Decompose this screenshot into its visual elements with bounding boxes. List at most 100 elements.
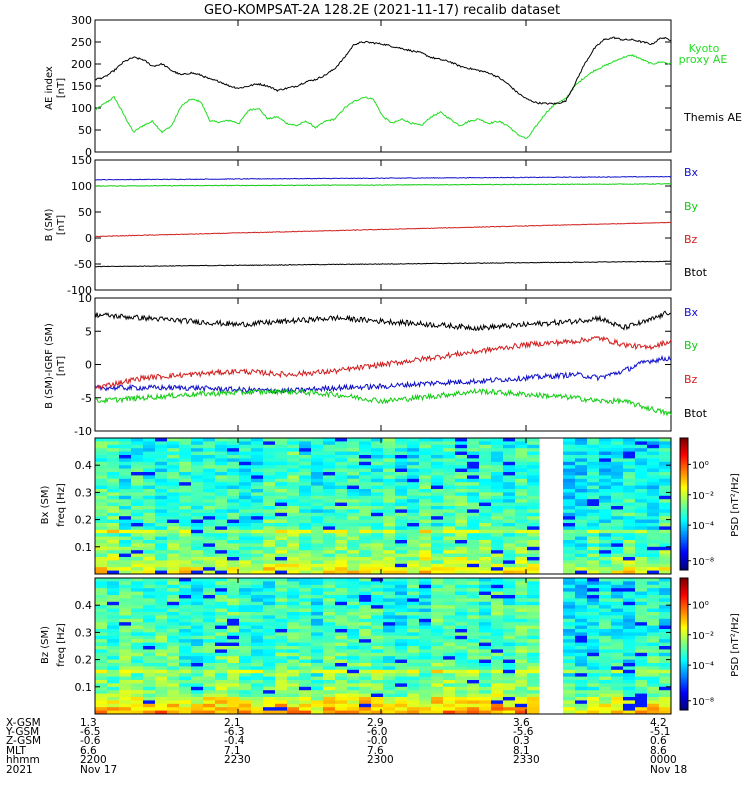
spec-bz-cell <box>167 656 180 661</box>
spec-bz-cell <box>563 649 576 654</box>
spec-bx-cell <box>503 512 516 517</box>
spec-bz-cell <box>143 591 156 596</box>
spec-bx-cell <box>479 485 492 490</box>
spec-bx-cell <box>119 444 132 449</box>
spec-bz-cell <box>359 669 372 674</box>
spec-bz-cell <box>623 666 636 671</box>
spec-bz-cell <box>227 615 240 620</box>
spec-bz-cell <box>479 632 492 637</box>
spec-bz-cell <box>599 649 612 654</box>
spec-bz-cell <box>323 622 336 627</box>
spec-bx-cell <box>191 458 204 463</box>
spec-bx-cell <box>647 482 660 487</box>
spec-bz-cell <box>479 635 492 640</box>
spec-bz-cell <box>287 595 300 599</box>
spec-bz-cell <box>527 591 540 596</box>
spec-bz-cell <box>335 669 348 674</box>
spec-bz-cell <box>395 615 408 620</box>
spec-bx-cell <box>431 529 444 534</box>
spec-bz-cell <box>251 669 264 674</box>
spec-bz-cell <box>563 646 576 650</box>
spec-bz-cell <box>359 595 372 599</box>
spec-bz-cell <box>563 635 576 640</box>
spec-bx-cell <box>263 438 276 442</box>
spec-bz-cell <box>647 635 660 640</box>
spec-bx-cell <box>191 567 204 572</box>
spec-bx-cell <box>599 526 612 531</box>
spec-bx-cell <box>263 540 276 544</box>
spec-bz-cell <box>155 652 168 657</box>
spec-bx-cell <box>407 536 420 541</box>
spec-bx-cell <box>107 560 120 565</box>
spec-bz-cell <box>623 618 636 623</box>
spec-bz-cell <box>323 703 336 708</box>
colorbar-bz-segment <box>680 696 688 700</box>
spec-bz-cell <box>383 663 396 667</box>
colorbar-bz-segment <box>680 595 688 599</box>
spec-bx-cell <box>575 495 588 500</box>
spec-bz-cell <box>263 690 276 695</box>
spec-bz-cell <box>155 625 168 630</box>
spec-bx-cell <box>311 553 324 558</box>
spec-bx-cell <box>95 468 108 473</box>
spec-bz-cell <box>311 690 324 695</box>
spec-bx-cell <box>167 458 180 463</box>
spec-bz-cell <box>647 591 660 596</box>
spec-bz-cell <box>287 680 300 684</box>
spec-bx-cell <box>635 536 648 541</box>
spec-bz-cell <box>527 680 540 684</box>
spec-bx-cell <box>527 458 540 463</box>
spec-bz-cell <box>419 615 432 620</box>
spec-bz-cell <box>431 595 444 599</box>
colorbar-bx-segment <box>680 512 688 516</box>
spec-bz-cell <box>467 635 480 640</box>
spec-bz-cell <box>191 605 204 610</box>
spec-bx-cell <box>263 557 276 561</box>
colorbar-bx-segment <box>680 446 688 450</box>
spec-bz-cell <box>563 639 576 644</box>
spec-bx-cell <box>203 468 216 473</box>
spec-bx-cell <box>635 485 648 490</box>
spec-bz-cell <box>311 649 324 654</box>
spec-bz-cell <box>239 588 252 593</box>
spec-bz-cell <box>311 615 324 620</box>
spec-bx-cell <box>659 536 672 541</box>
spec-bx-cell <box>455 451 468 456</box>
spec-bz-cell <box>95 656 108 661</box>
spec-bx-cell <box>563 557 576 561</box>
spec-bz-cell <box>575 578 588 582</box>
spec-bz-cell <box>167 680 180 684</box>
spec-bz-cell <box>323 635 336 640</box>
spec-bz-cell <box>455 584 468 589</box>
spec-bx-cell <box>287 540 300 544</box>
colorbar-bz-segment <box>680 600 688 603</box>
spec-bx-cell <box>419 570 432 575</box>
spec-bz-cell <box>419 703 432 708</box>
spec-bz-cell <box>191 649 204 654</box>
spec-bx-cell <box>635 489 648 493</box>
spec-bz-cell <box>491 690 504 695</box>
spec-bx-cell <box>227 543 240 548</box>
spec-bz-cell <box>383 578 396 582</box>
spec-bz-cell <box>119 632 132 637</box>
spec-bx-cell <box>359 523 372 527</box>
spec-bz-cell <box>443 629 456 633</box>
spec-bz-cell <box>515 595 528 599</box>
spec-bz-cell <box>371 673 384 678</box>
spec-bx-cell <box>335 472 348 476</box>
spec-bz-cell <box>407 578 420 582</box>
spec-bx-cell <box>599 499 612 504</box>
spec-bx-cell <box>95 516 108 521</box>
spec-bz-cell <box>359 629 372 633</box>
spec-bx-cell <box>107 557 120 561</box>
spec-bz-cell <box>215 669 228 674</box>
spec-bz-cell <box>383 612 396 616</box>
spec-bz-cell <box>95 673 108 678</box>
spec-bz-cell <box>611 663 624 667</box>
spec-bx-cell <box>107 516 120 521</box>
spec-bz-cell <box>371 625 384 630</box>
spec-bz-cell <box>299 649 312 654</box>
spec-bx-cell <box>515 438 528 442</box>
spec-bz-cell <box>239 686 252 691</box>
spec-bx-cell <box>503 529 516 534</box>
